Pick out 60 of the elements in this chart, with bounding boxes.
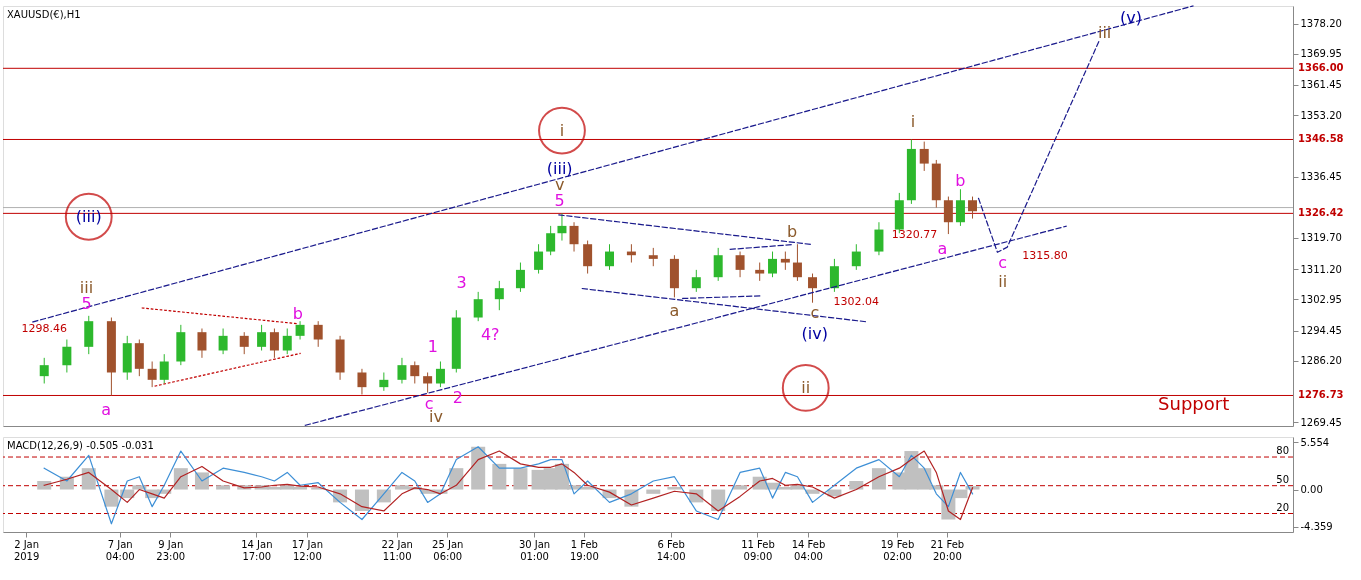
x-tick-label: 9 Jan 23:00 [156,538,186,562]
y-tick-label: 1311.20 [1300,263,1342,275]
y-tick-label: 1269.45 [1300,416,1342,428]
annotation: 1320.77 [891,228,938,242]
y-tick-label: 1378.20 [1300,18,1342,30]
annotation: 3 [456,272,467,292]
x-tick-label: 14 Jan 17:00 [241,538,273,562]
y-tick-label: 1319.70 [1300,232,1342,244]
annotation: b [787,221,798,241]
x-tick-label: 22 Jan 11:00 [381,538,413,562]
annotation: 1298.46 [21,321,67,335]
y-tick-label: -4.359 [1300,521,1333,533]
annotation: iii [79,278,94,298]
annotation: a [669,300,680,320]
y-tick-label: 1361.45 [1300,79,1342,91]
annotation: ii [998,271,1008,291]
x-tick-label: 2 Jan 2019 [13,538,40,562]
ref-line-label: 1276.73 [1298,389,1344,401]
y-tick-label: 1302.95 [1300,293,1342,305]
ref-line-label: 1366.00 [1298,62,1344,74]
ref-line-label: 1346.58 [1298,133,1344,145]
y-tick-label: 5.554 [1300,436,1330,448]
y-tick-label: 0.00 [1300,484,1323,496]
annotation: 1 [427,336,438,356]
x-tick-label: 14 Feb 04:00 [791,538,826,562]
y-tick-label: 1286.20 [1300,355,1342,367]
y-tick-label: 1336.45 [1300,171,1342,183]
annotation: 80 [1276,445,1289,457]
x-tick-label: 30 Jan 01:00 [518,538,551,562]
annotation: 4? [480,324,500,344]
chart-title: XAUUSD(€),H1 [7,9,81,20]
annotation: ii [801,377,811,397]
x-tick-label: 17 Jan 12:00 [291,538,324,562]
annotation: i [910,112,916,132]
annotation: 1315.80 [1022,248,1068,262]
x-tick-label: 21 Feb 20:00 [930,538,965,562]
x-tick-label: 11 Feb 09:00 [741,538,775,562]
annotation: 1302.04 [833,295,880,309]
annotation: (v) [1120,8,1142,28]
annotation: (iv) [801,324,828,344]
annotation: b [292,303,303,323]
annotation: Support [1158,393,1230,415]
y-tick-label: 1369.95 [1300,48,1342,60]
x-tick-label: 7 Jan 04:00 [105,538,135,562]
x-tick-label: 1 Feb 19:00 [569,538,599,562]
annotation: 20 [1276,501,1289,513]
y-tick-label: 1294.45 [1300,325,1342,337]
x-tick-label: 25 Jan 06:00 [432,538,464,562]
x-tick-label: 6 Feb 14:00 [656,538,686,562]
annotation: a [937,238,948,258]
annotation: (iii) [546,158,573,178]
ref-line-label: 1326.42 [1298,207,1344,219]
annotation: c [998,253,1008,273]
chart-title: MACD(12,26,9) -0.505 -0.031 [7,440,154,451]
annotation: a [101,399,112,419]
annotation: i [559,120,565,140]
annotation: 50 [1276,473,1289,485]
x-tick-label: 19 Feb 02:00 [880,538,915,562]
y-tick-label: 1353.20 [1300,109,1342,121]
annotation: b [955,170,966,190]
